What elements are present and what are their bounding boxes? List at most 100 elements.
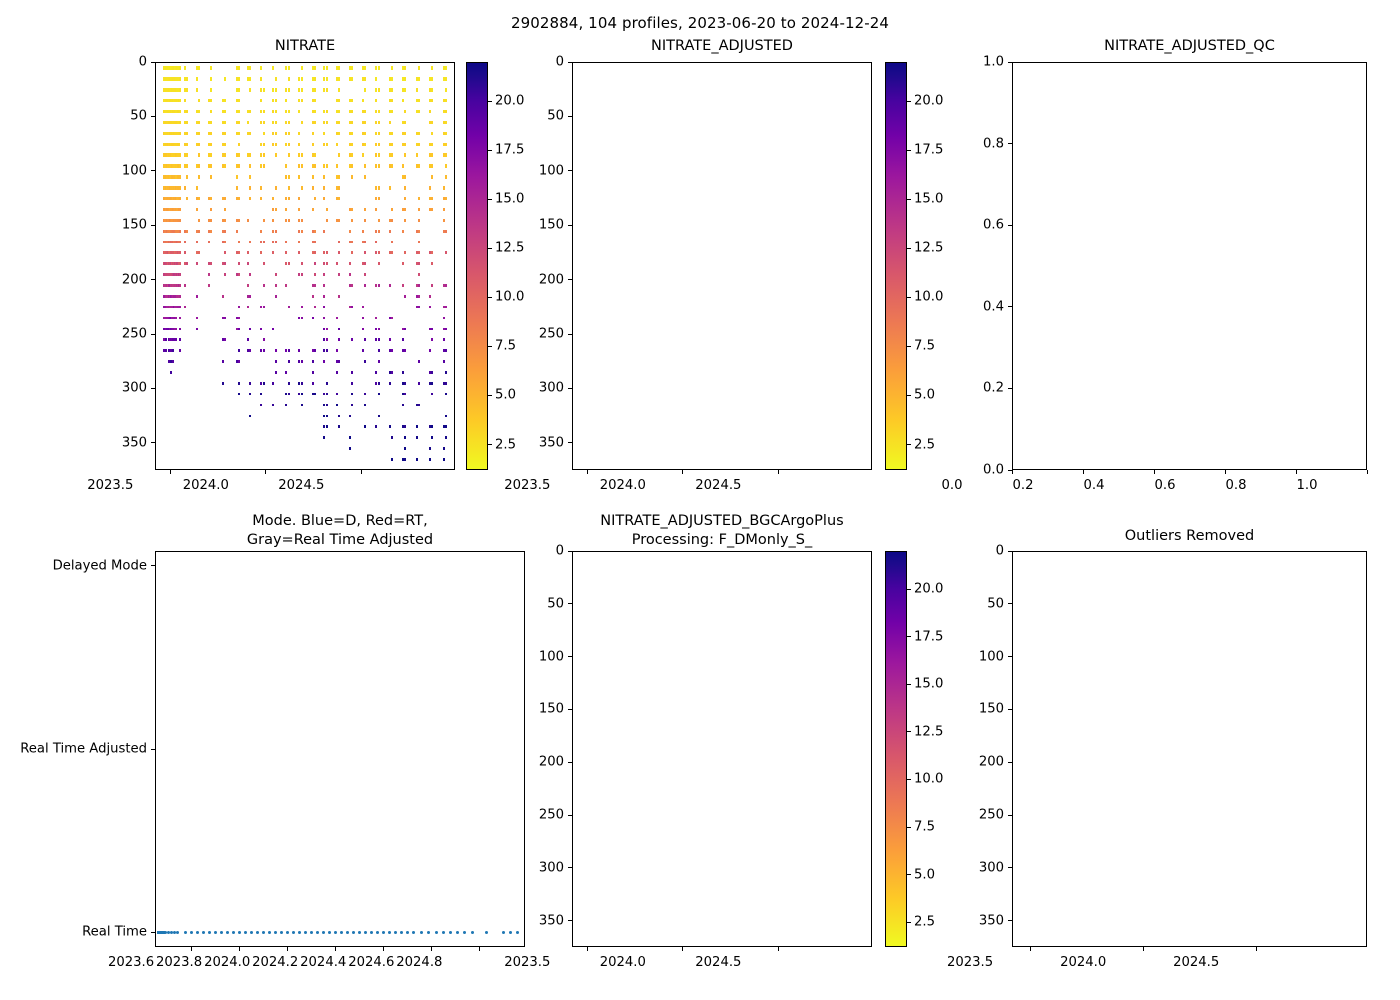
scatter-point xyxy=(431,99,434,103)
scatter-point xyxy=(364,175,367,179)
bgcargoplus-ytick-mark-2 xyxy=(567,656,572,658)
scatter-point xyxy=(442,77,445,81)
scatter-point xyxy=(325,88,328,92)
scatter-point xyxy=(262,338,265,342)
scatter-point xyxy=(415,164,418,168)
scatter-point xyxy=(178,120,182,125)
outliers-removed-ytick-mark-2 xyxy=(1007,656,1012,658)
scatter-point xyxy=(375,327,378,331)
mode-marker-real-time xyxy=(291,930,295,934)
mode-marker-real-time xyxy=(166,930,170,934)
scatter-point xyxy=(171,153,175,157)
scatter-point xyxy=(391,142,394,146)
scatter-point xyxy=(171,305,175,309)
scatter-point xyxy=(236,88,239,92)
scatter-point xyxy=(314,229,317,234)
scatter-point xyxy=(311,186,314,190)
colorbar-nitrate-tick-label-0: 2.5 xyxy=(495,437,516,452)
scatter-point xyxy=(311,99,314,103)
scatter-point xyxy=(351,120,354,125)
scatter-point xyxy=(417,164,420,168)
scatter-point xyxy=(274,207,277,212)
scatter-point xyxy=(300,392,303,396)
colorbar-nitrate-tick-label-4: 12.5 xyxy=(495,240,525,256)
scatter-point xyxy=(314,305,317,309)
scatter-point xyxy=(364,207,367,212)
axes-mode[interactable] xyxy=(155,551,525,947)
scatter-point xyxy=(272,99,275,103)
scatter-point xyxy=(178,186,182,190)
axes-outliers-removed[interactable] xyxy=(1012,551,1367,947)
scatter-point xyxy=(442,316,445,320)
mode-marker-real-time xyxy=(516,930,520,934)
mode-marker-real-time xyxy=(267,930,271,934)
mode-marker-real-time xyxy=(411,930,415,934)
scatter-point xyxy=(224,131,227,136)
colorbar-nitrate-tick-mark-4 xyxy=(488,247,492,249)
scatter-point xyxy=(224,99,227,103)
scatter-point xyxy=(351,66,354,70)
scatter-point xyxy=(184,120,187,125)
scatter-point xyxy=(348,436,351,439)
scatter-point xyxy=(207,273,210,276)
figure-suptitle: 2902884, 104 profiles, 2023-06-20 to 202… xyxy=(510,14,890,32)
scatter-point xyxy=(335,197,338,201)
scatter-point xyxy=(177,142,181,146)
outliers-removed-ytick-label-4: 200 xyxy=(978,754,1004,770)
scatter-point xyxy=(184,305,187,309)
scatter-point xyxy=(178,273,182,276)
scatter-point xyxy=(325,392,328,396)
colorbar-bgcargoplus-tick-mark-3 xyxy=(907,778,911,781)
scatter-point xyxy=(415,131,418,136)
mode-ytick-mark-2 xyxy=(150,565,155,567)
scatter-point xyxy=(274,284,277,287)
scatter-point xyxy=(338,197,341,201)
scatter-point xyxy=(361,131,364,136)
scatter-point xyxy=(377,262,380,265)
scatter-point xyxy=(249,131,252,136)
bgcargoplus-ytick-mark-0 xyxy=(567,550,572,552)
scatter-point xyxy=(314,262,317,265)
bgcargoplus-ytick-label-6: 300 xyxy=(538,860,564,876)
scatter-point xyxy=(442,305,445,309)
mode-marker-real-time xyxy=(357,930,361,934)
scatter-point xyxy=(272,131,275,136)
scatter-point xyxy=(224,251,227,254)
scatter-point xyxy=(361,229,364,234)
scatter-point xyxy=(260,251,263,254)
scatter-point xyxy=(178,251,182,254)
scatter-point xyxy=(377,218,380,223)
scatter-point xyxy=(285,392,288,396)
scatter-point xyxy=(348,66,351,70)
panel-title-mode-line2: Gray=Real Time Adjusted xyxy=(246,532,434,548)
mode-marker-real-time xyxy=(485,930,489,934)
axes-nitrate[interactable] xyxy=(155,62,455,470)
scatter-point xyxy=(166,316,169,320)
scatter-point xyxy=(184,240,187,244)
scatter-point xyxy=(274,273,277,276)
scatter-point xyxy=(167,120,171,125)
scatter-point xyxy=(445,153,448,157)
scatter-point xyxy=(429,186,432,190)
mode-marker-real-time xyxy=(169,930,173,934)
scatter-point xyxy=(348,273,351,276)
scatter-point xyxy=(236,109,239,114)
scatter-point xyxy=(429,305,432,309)
axes-bgcargoplus[interactable] xyxy=(572,551,872,947)
scatter-point xyxy=(348,229,351,234)
scatter-point xyxy=(415,436,418,439)
scatter-point xyxy=(361,66,364,70)
scatter-point xyxy=(389,99,392,103)
scatter-point xyxy=(163,316,166,320)
nitrate-adjusted-xtick-mark-1 xyxy=(682,470,684,474)
scatter-point xyxy=(402,229,405,234)
scatter-point xyxy=(185,77,188,81)
axes-nitrate-adjusted[interactable] xyxy=(572,62,872,470)
axes-nitrate-adjusted-qc[interactable] xyxy=(1012,62,1367,470)
scatter-point xyxy=(197,175,200,179)
scatter-point xyxy=(196,262,199,265)
scatter-point xyxy=(402,392,405,396)
mode-marker-real-time xyxy=(225,930,229,934)
nitrate-adjusted-qc-ytick-mark-1 xyxy=(1007,387,1012,389)
scatter-point xyxy=(298,109,301,114)
